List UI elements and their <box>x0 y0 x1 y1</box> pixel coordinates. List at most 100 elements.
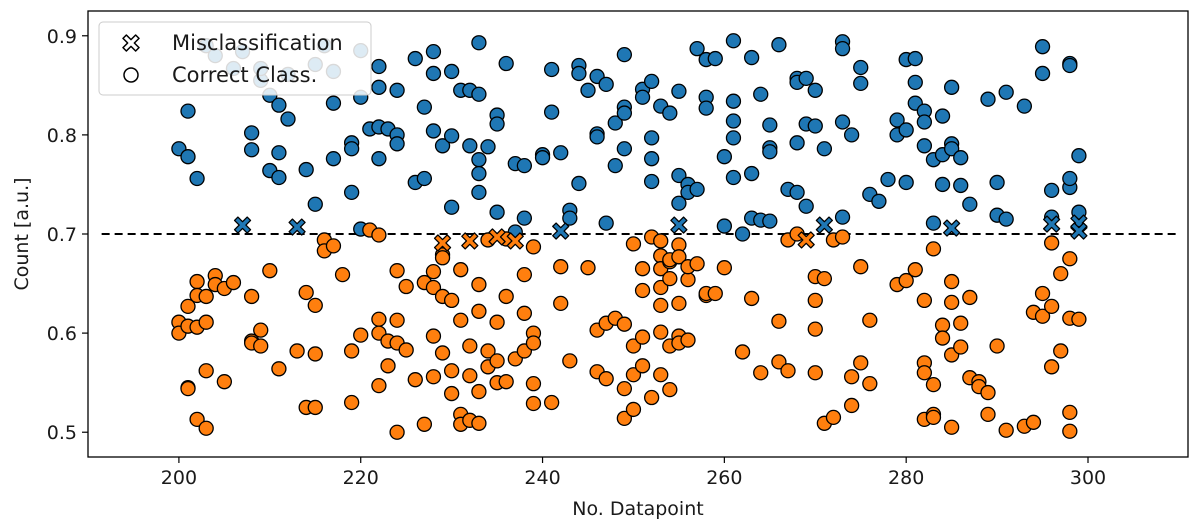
data-point <box>880 171 896 188</box>
data-point <box>898 272 914 289</box>
data-point <box>725 169 742 186</box>
data-point <box>907 50 923 67</box>
data-point <box>425 43 442 60</box>
data-point <box>943 141 960 157</box>
data-point <box>716 260 733 276</box>
data-point <box>1043 298 1060 315</box>
data-point <box>580 82 596 98</box>
data-point <box>453 312 469 328</box>
data-point <box>589 129 605 145</box>
data-point <box>516 305 533 321</box>
data-point <box>280 111 296 127</box>
data-point <box>371 377 387 394</box>
data-point <box>198 363 214 379</box>
data-point <box>271 169 287 186</box>
data-point <box>271 97 287 113</box>
x-tick-label: 200 <box>161 467 197 489</box>
data-point <box>980 91 996 107</box>
data-point <box>943 273 960 290</box>
data-point <box>198 314 214 330</box>
data-point <box>953 177 969 194</box>
data-point <box>443 63 460 80</box>
data-point <box>643 173 660 190</box>
data-point <box>434 345 451 361</box>
data-points <box>171 33 1088 440</box>
data-point <box>798 70 814 87</box>
data-point <box>625 401 642 418</box>
data-point <box>771 313 787 329</box>
data-point <box>998 422 1014 438</box>
data-point <box>989 338 1005 354</box>
data-point <box>453 262 469 278</box>
data-point <box>398 342 414 358</box>
y-tick-label: 0.6 <box>47 323 77 345</box>
data-point <box>634 358 651 374</box>
data-point <box>225 274 242 291</box>
data-point <box>1016 98 1033 114</box>
data-point <box>916 138 933 154</box>
data-point <box>634 89 651 105</box>
data-point <box>762 144 778 160</box>
data-point <box>753 365 769 381</box>
x-tick-label: 220 <box>343 467 379 489</box>
data-point <box>853 59 869 76</box>
data-point <box>525 239 542 255</box>
data-point <box>407 50 423 67</box>
data-point <box>689 256 705 272</box>
data-point <box>525 376 542 392</box>
data-point <box>1062 170 1078 187</box>
data-point <box>625 338 642 354</box>
data-point <box>525 395 542 412</box>
data-point <box>489 204 505 220</box>
data-point <box>1071 148 1087 164</box>
data-point <box>471 86 487 102</box>
data-point <box>343 141 360 157</box>
data-point <box>716 149 733 165</box>
data-point <box>934 317 951 333</box>
data-point <box>925 215 942 231</box>
data-point <box>553 145 569 161</box>
data-point <box>1053 265 1069 282</box>
data-point <box>716 218 733 234</box>
data-point <box>434 250 451 266</box>
data-point <box>625 367 642 383</box>
data-point <box>598 76 614 92</box>
data-point <box>1043 235 1060 251</box>
data-point <box>471 276 487 293</box>
data-point <box>471 152 487 168</box>
misclassified-point <box>942 219 961 237</box>
data-point <box>634 282 651 299</box>
data-point <box>389 424 405 440</box>
data-point <box>198 288 214 305</box>
data-point <box>416 416 433 432</box>
x-tick-label: 280 <box>888 467 924 489</box>
misclassified-point <box>288 218 306 236</box>
data-point <box>271 145 287 161</box>
legend-label-misclassification: Misclassification <box>172 31 343 55</box>
data-point <box>671 195 687 211</box>
data-point <box>834 114 851 130</box>
data-point <box>743 290 760 307</box>
misclassified-point <box>797 231 815 249</box>
data-point <box>525 335 542 351</box>
data-point <box>662 270 678 287</box>
data-point <box>598 371 614 387</box>
data-point <box>1062 251 1078 267</box>
legend-correct-class-marker <box>123 67 139 83</box>
y-tick-label: 0.5 <box>47 422 77 444</box>
data-point <box>653 233 669 249</box>
data-point <box>462 368 478 384</box>
data-point <box>598 215 614 231</box>
data-point <box>998 211 1014 227</box>
data-point <box>671 83 687 99</box>
data-point <box>480 139 496 155</box>
data-point <box>1062 423 1078 439</box>
data-point <box>562 353 578 369</box>
data-point <box>443 363 460 379</box>
data-point <box>425 328 442 344</box>
data-point <box>271 361 287 377</box>
data-point <box>498 374 514 390</box>
data-point <box>1062 57 1078 74</box>
data-point <box>807 82 823 98</box>
data-point <box>180 103 196 119</box>
